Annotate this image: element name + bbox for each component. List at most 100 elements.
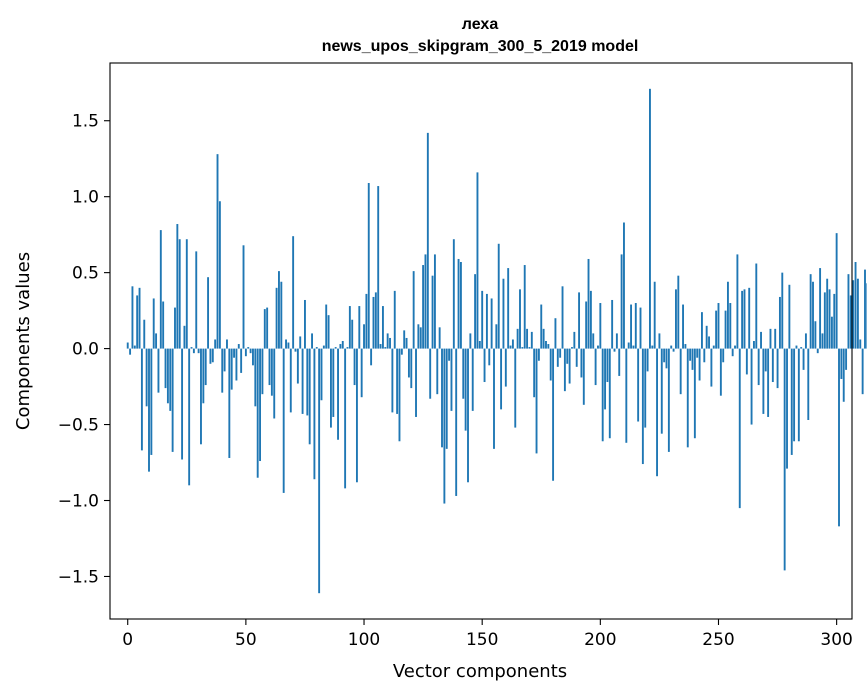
bar [632, 345, 635, 349]
bar [776, 348, 779, 389]
bar [826, 278, 829, 349]
bar [240, 348, 243, 373]
bar [845, 348, 848, 370]
bar [620, 254, 623, 349]
bar [625, 348, 628, 443]
bar [306, 348, 309, 416]
x-tick-label: 150 [466, 630, 498, 650]
bar [462, 348, 465, 399]
bar [386, 333, 389, 349]
bar [734, 345, 736, 349]
bar [455, 348, 458, 496]
bar [202, 348, 205, 404]
bar [358, 306, 361, 349]
x-tick-label: 250 [702, 630, 734, 650]
bar [601, 348, 604, 442]
bar [126, 342, 129, 349]
bar [580, 348, 583, 378]
bar [509, 345, 512, 349]
bar [646, 348, 649, 372]
bar [176, 224, 179, 349]
bar [157, 348, 160, 393]
bar [188, 348, 191, 486]
bar [424, 254, 427, 349]
bar [726, 281, 729, 349]
bar [450, 348, 453, 411]
bar [672, 348, 675, 352]
bar [566, 348, 569, 364]
bar [381, 306, 384, 349]
bar [797, 348, 800, 442]
bar [545, 341, 547, 349]
bar [374, 292, 377, 349]
bar [819, 268, 822, 349]
bar [415, 348, 417, 417]
bar [649, 88, 651, 349]
bar [443, 348, 446, 504]
bar [623, 222, 625, 349]
bar [519, 289, 521, 349]
bar [684, 344, 687, 349]
bar [575, 348, 578, 367]
bar [757, 348, 760, 386]
bar [469, 333, 472, 349]
bar [363, 324, 365, 349]
x-axis-label: Vector components [393, 661, 567, 682]
bar [816, 348, 819, 354]
bar [209, 348, 212, 364]
bar [325, 304, 328, 349]
bar [166, 348, 169, 404]
bar [781, 272, 784, 349]
bar [641, 348, 644, 465]
bar [752, 341, 755, 349]
bar [237, 344, 240, 349]
bar [800, 347, 803, 349]
bar [852, 280, 855, 349]
bar [221, 348, 224, 393]
bar [542, 328, 545, 349]
bar [736, 254, 739, 349]
bar [370, 348, 373, 366]
bar [478, 341, 481, 349]
bar [741, 290, 744, 349]
bar [783, 348, 786, 571]
bar [275, 287, 278, 349]
bar [656, 348, 658, 477]
bar [464, 348, 467, 431]
bar [337, 348, 339, 440]
bar [703, 348, 706, 363]
bar [133, 345, 136, 349]
bar [724, 310, 727, 349]
bar [719, 348, 722, 396]
bar [849, 295, 852, 349]
bar [330, 348, 332, 428]
bar [634, 303, 637, 349]
bar [712, 345, 715, 349]
bar [367, 183, 370, 349]
bar [145, 348, 148, 407]
y-tick-label: 1.5 [72, 112, 99, 132]
bar [164, 348, 167, 389]
bar [847, 274, 850, 349]
bar [223, 348, 226, 372]
bar [235, 348, 238, 381]
bar [856, 278, 859, 349]
bar [485, 293, 488, 349]
bar [393, 290, 396, 349]
bar [521, 347, 524, 349]
bar [750, 348, 753, 425]
bar [261, 348, 264, 395]
bar [192, 348, 195, 354]
bar [266, 307, 269, 349]
bar [738, 348, 741, 509]
bar [351, 319, 354, 349]
bar [171, 348, 174, 452]
bar [214, 339, 217, 349]
bar [677, 275, 680, 349]
bar [859, 339, 862, 349]
bar [476, 172, 479, 349]
bar [838, 348, 840, 527]
bar [497, 243, 500, 349]
bar [410, 348, 413, 389]
